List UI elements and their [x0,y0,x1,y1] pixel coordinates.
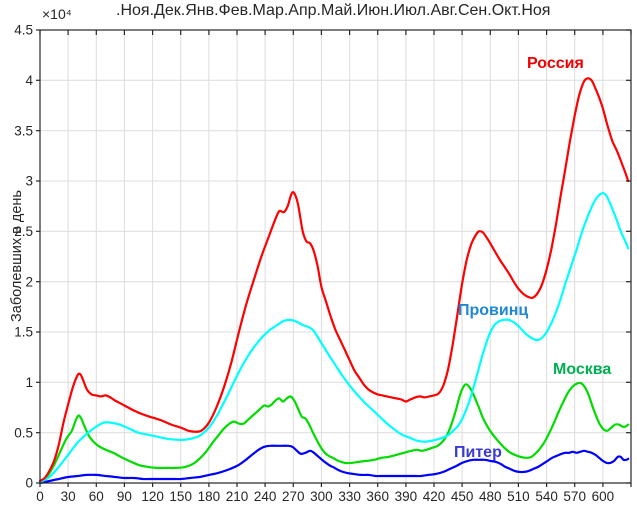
x-tick-labels: 0 30 60 90 120 150 180 210 240 270 300 330 360 390 420… [36,489,614,504]
y-axis-label: Заболевших в день [9,190,25,322]
axis-ticks [36,29,632,487]
series-line-3 [38,444,630,485]
svg-text:420: 420 [423,489,446,504]
svg-text:210: 210 [226,489,249,504]
svg-text:3: 3 [25,174,33,189]
svg-text:480: 480 [479,489,502,504]
y-axis-exponent-label: ×10⁴ [42,6,72,22]
series-line-2 [38,381,630,484]
series-line-0 [38,77,630,483]
plot-border [39,29,632,484]
data-series [38,77,630,485]
svg-text:1: 1 [25,375,33,390]
svg-text:330: 330 [338,489,361,504]
legend-label-provinces: Провинц [458,302,529,319]
svg-text:300: 300 [310,489,333,504]
svg-text:2: 2 [25,274,33,289]
svg-text:4.5: 4.5 [14,23,33,38]
svg-text:450: 450 [451,489,474,504]
svg-text:2.5: 2.5 [14,224,33,239]
svg-text:240: 240 [254,489,277,504]
series-line-1 [38,192,630,484]
svg-text:0.5: 0.5 [14,425,33,440]
svg-text:1.5: 1.5 [14,325,33,340]
svg-text:510: 510 [507,489,530,504]
svg-text:3.5: 3.5 [14,123,33,138]
svg-text:0: 0 [25,476,33,491]
svg-text:180: 180 [198,489,221,504]
legend-label-moscow: Москва [553,361,612,378]
chart-title: .Ноя.Дек.Янв.Фев.Мар.Апр.Май.Июн.Июл.Авг… [116,2,551,19]
legend-label-russia: Россия [527,55,584,72]
svg-text:90: 90 [117,489,132,504]
svg-text:570: 570 [563,489,586,504]
svg-text:120: 120 [141,489,164,504]
svg-text:390: 390 [395,489,418,504]
svg-text:540: 540 [535,489,558,504]
svg-text:0: 0 [36,489,44,504]
grid-lines [40,30,631,483]
legend-label-piter: Питер [454,444,502,461]
svg-text:4: 4 [25,73,33,88]
svg-text:150: 150 [169,489,192,504]
svg-text:60: 60 [89,489,104,504]
svg-text:30: 30 [61,489,76,504]
svg-text:600: 600 [592,489,615,504]
y-tick-labels: 0 0.5 1 1.5 2 2.5 3 3.5 4 4.5 [14,23,33,491]
svg-text:270: 270 [282,489,305,504]
svg-text:360: 360 [366,489,389,504]
